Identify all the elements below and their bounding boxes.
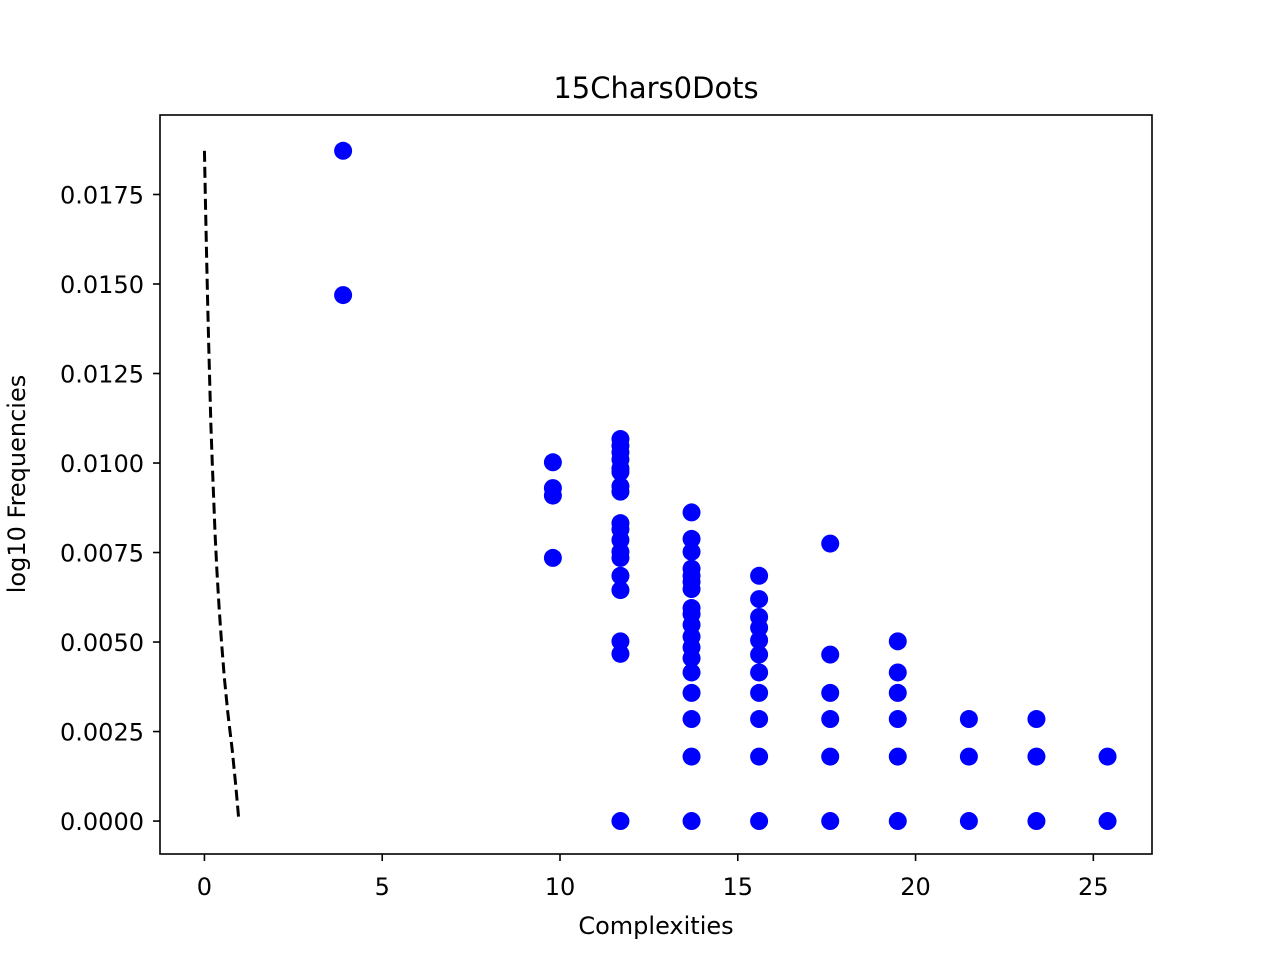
data-point — [888, 632, 907, 651]
data-point — [682, 503, 701, 522]
data-point — [682, 542, 701, 561]
data-point — [888, 812, 907, 831]
data-point — [750, 683, 769, 702]
data-point — [821, 812, 840, 831]
y-axis-label: log10 Frequencies — [3, 375, 31, 593]
y-axis: 0.0000 0.0025 0.0050 0.0075 0.0100 0.0125 0.01… — [60, 181, 160, 836]
data-point — [959, 710, 978, 729]
chart-title: 15Chars0Dots — [553, 71, 758, 105]
data-point — [682, 529, 701, 548]
data-point — [821, 683, 840, 702]
plot-frame — [159, 114, 1153, 855]
x-axis: 0 5 10 15 20 25 — [197, 854, 1109, 901]
data-point — [888, 747, 907, 766]
data-point — [682, 710, 701, 729]
data-point — [682, 649, 701, 668]
data-point — [750, 618, 769, 637]
data-point — [611, 548, 630, 567]
data-point — [611, 462, 630, 481]
x-tick-label: 25 — [1078, 873, 1109, 901]
data-point — [1027, 812, 1046, 831]
data-point — [543, 486, 562, 505]
data-point — [611, 581, 630, 600]
x-axis-label: Complexities — [578, 912, 733, 940]
x-tick-label: 10 — [545, 873, 576, 901]
y-tick-label: 0.0050 — [60, 629, 144, 657]
data-point — [1098, 747, 1117, 766]
data-point — [750, 812, 769, 831]
data-point — [611, 644, 630, 663]
data-point — [682, 663, 701, 682]
fit-curve-line — [202, 150, 241, 822]
data-point — [682, 580, 701, 599]
data-point — [682, 683, 701, 702]
data-point — [750, 631, 769, 650]
plot-area — [202, 141, 1117, 831]
data-point — [1027, 747, 1046, 766]
data-point — [750, 747, 769, 766]
data-point — [611, 566, 630, 585]
y-tick-label: 0.0075 — [60, 540, 144, 568]
data-point — [682, 747, 701, 766]
data-point — [611, 482, 630, 501]
y-tick-label: 0.0125 — [60, 361, 144, 389]
data-point — [888, 683, 907, 702]
data-point — [888, 663, 907, 682]
data-point — [821, 534, 840, 553]
data-point — [821, 710, 840, 729]
x-tick-label: 5 — [375, 873, 390, 901]
data-point — [1027, 710, 1046, 729]
data-point — [334, 141, 353, 160]
data-point — [750, 566, 769, 585]
data-point — [821, 747, 840, 766]
y-tick-label: 0.0150 — [60, 271, 144, 299]
x-tick-label: 0 — [197, 873, 212, 901]
data-point — [959, 747, 978, 766]
x-tick-label: 15 — [723, 873, 754, 901]
data-point — [750, 710, 769, 729]
data-point — [543, 453, 562, 472]
data-point — [821, 645, 840, 664]
y-tick-label: 0.0175 — [60, 181, 144, 209]
y-tick-label: 0.0100 — [60, 450, 144, 478]
data-point — [334, 286, 353, 305]
data-point — [888, 710, 907, 729]
data-point — [543, 548, 562, 567]
data-point — [750, 590, 769, 609]
data-point — [959, 812, 978, 831]
x-tick-label: 20 — [900, 873, 931, 901]
y-tick-label: 0.0000 — [60, 808, 144, 836]
data-point — [682, 812, 701, 831]
data-point — [750, 645, 769, 664]
data-point — [611, 632, 630, 651]
data-point — [1098, 812, 1117, 831]
data-point — [750, 663, 769, 682]
data-point — [611, 812, 630, 831]
y-tick-label: 0.0025 — [60, 719, 144, 747]
